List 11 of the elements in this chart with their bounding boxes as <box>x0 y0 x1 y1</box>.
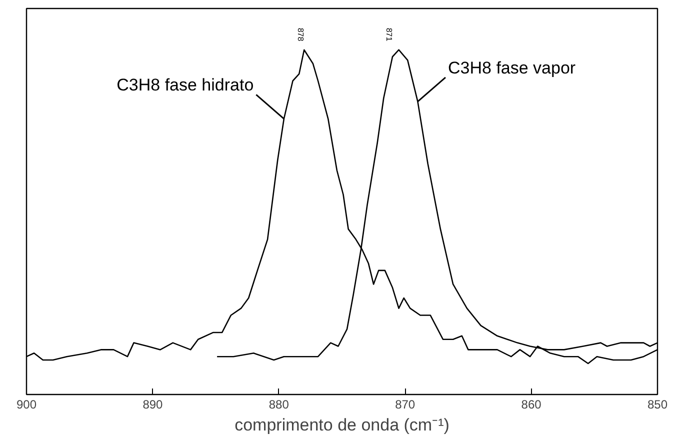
x-tick-label: 890 <box>142 398 164 412</box>
text: C3H8 fase vapor <box>448 58 576 78</box>
text: C3H8 fase hidrato <box>116 76 254 95</box>
annotation: 871 <box>384 28 394 42</box>
x-tick-label: 850 <box>647 398 668 412</box>
x-axis-title: comprimento de onda (cm⁻¹) <box>234 416 450 434</box>
x-tick-label: 880 <box>268 398 290 412</box>
x-tick-label: 870 <box>395 398 416 412</box>
annotation: 878 <box>296 28 306 42</box>
x-tick-label: 900 <box>16 398 37 412</box>
x-tick-label: 860 <box>521 398 542 412</box>
